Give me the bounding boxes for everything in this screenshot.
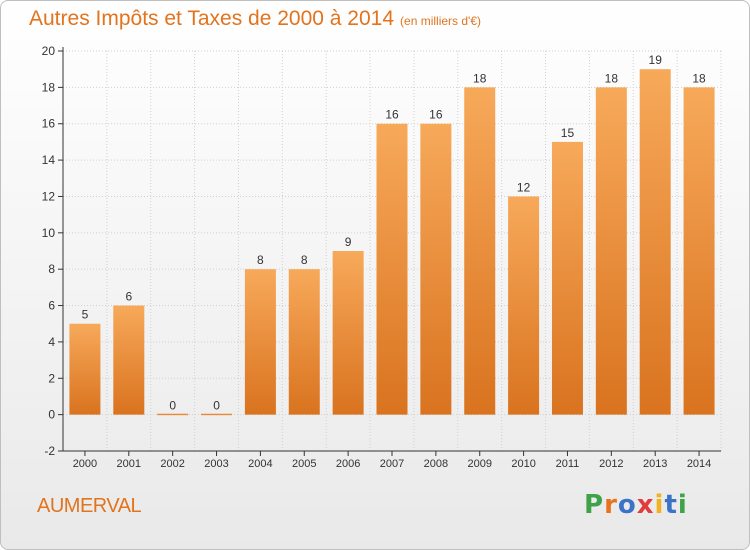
x-tick-label: 2007: [380, 458, 404, 470]
x-tick-label: 2010: [511, 458, 535, 470]
y-tick-label: -2: [44, 444, 55, 458]
bar-2003: [201, 413, 233, 416]
data-label: 16: [385, 108, 399, 122]
y-tick-label: 6: [48, 299, 55, 313]
data-label: 16: [429, 108, 443, 122]
x-tick-label: 2014: [687, 458, 711, 470]
x-tick-label: 2011: [556, 458, 580, 470]
y-tick-label: 10: [42, 226, 56, 240]
bar-2014: [683, 87, 715, 415]
logo-letter: x: [636, 490, 655, 520]
y-tick-label: 14: [42, 153, 56, 167]
x-tick-label: 2002: [160, 458, 184, 470]
x-tick-label: 2012: [599, 458, 623, 470]
x-tick-label: 2005: [292, 458, 316, 470]
y-tick-label: 12: [42, 189, 56, 203]
labels: -2 0 2 4 6 8 10 12 14 16 18 20 5 2000 6 2001 0 2002 0 2003 8…: [42, 44, 712, 470]
axes: [58, 47, 721, 456]
x-tick-label: 2003: [204, 458, 228, 470]
bar-2001: [113, 305, 145, 415]
x-tick-label: 2009: [467, 458, 491, 470]
data-label: 0: [169, 399, 176, 413]
chart-title: Autres Impôts et Taxes de 2000 à 2014 (en…: [29, 7, 481, 31]
data-label: 18: [605, 71, 619, 85]
bar-2006: [332, 251, 364, 415]
x-tick-label: 2006: [336, 458, 360, 470]
y-tick-label: 2: [48, 371, 55, 385]
data-label: 6: [125, 290, 132, 304]
bar-2000: [69, 323, 101, 415]
data-label: 12: [517, 180, 531, 194]
bar-2009: [464, 87, 496, 415]
logo-letter: i: [677, 490, 688, 520]
bar-2013: [639, 69, 671, 415]
data-label: 9: [345, 235, 352, 249]
bar-2005: [288, 269, 320, 415]
grid-lines: [62, 50, 722, 452]
bar-2008: [420, 123, 452, 415]
x-tick-label: 2001: [117, 458, 141, 470]
data-label: 5: [82, 308, 89, 322]
y-tick-label: 18: [42, 80, 56, 94]
proxiti-logo: Proxiti: [584, 490, 688, 520]
data-label: 8: [301, 253, 308, 267]
data-label: 19: [649, 53, 663, 67]
logo-letter: t: [664, 490, 678, 520]
chart-title-text: Autres Impôts et Taxes de 2000 à 2014: [29, 7, 395, 30]
x-tick-label: 2000: [73, 458, 97, 470]
logo-letter: i: [654, 490, 665, 520]
y-tick-label: 20: [42, 44, 56, 58]
bars: [69, 69, 715, 416]
data-label: 18: [692, 71, 706, 85]
data-label: 18: [473, 71, 487, 85]
bar-2010: [508, 196, 540, 415]
x-tick-label: 2013: [643, 458, 667, 470]
x-tick-label: 2004: [248, 458, 272, 470]
bar-2012: [595, 87, 627, 415]
logo-letter: r: [604, 490, 618, 520]
y-tick-label: 4: [48, 335, 55, 349]
bar-2002: [157, 413, 189, 416]
x-tick-label: 2008: [424, 458, 448, 470]
bar-2007: [376, 123, 408, 415]
chart-unit: (en milliers d'€): [400, 14, 482, 28]
bar-2011: [551, 141, 583, 415]
data-label: 8: [257, 253, 264, 267]
bar-2004: [244, 269, 276, 415]
logo-letter: o: [617, 490, 637, 520]
y-tick-label: 8: [48, 262, 55, 276]
commune-name: AUMERVAL: [37, 495, 142, 517]
y-tick-label: 16: [42, 117, 56, 131]
logo-letter: P: [584, 490, 605, 520]
data-label: 0: [213, 399, 220, 413]
y-tick-label: 0: [48, 408, 55, 422]
data-label: 15: [561, 126, 575, 140]
